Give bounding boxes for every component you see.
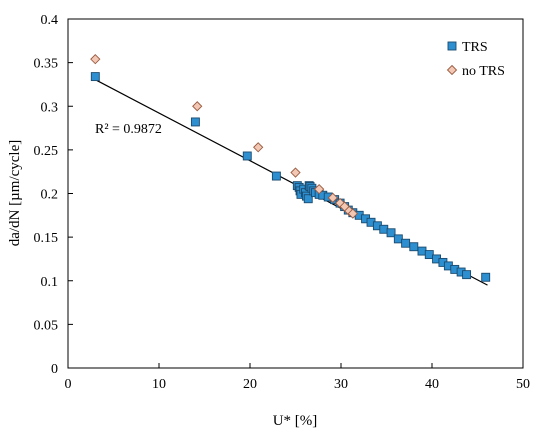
legend-marker-no-trs — [446, 64, 458, 76]
x-tick-label: 50 — [516, 377, 530, 392]
x-tick-label: 0 — [65, 377, 72, 392]
series-no-trs — [90, 53, 358, 219]
x-axis-label: U* [%] — [273, 413, 318, 429]
data-point-trs — [90, 72, 100, 82]
data-point-trs — [409, 242, 419, 252]
y-tick-label: 0.1 — [41, 275, 59, 290]
y-tick-label: 0.15 — [34, 231, 59, 246]
legend-item-no-trs: no TRS — [446, 64, 505, 79]
x-axis: 0 10 20 30 40 50 — [65, 363, 530, 392]
data-point-no-trs — [253, 142, 264, 153]
y-tick-label: 0.25 — [34, 144, 59, 159]
plot-area — [67, 18, 524, 369]
y-tick-label: 0.3 — [41, 100, 59, 115]
data-point-trs — [417, 246, 427, 256]
y-tick-label: 0.4 — [41, 13, 59, 28]
x-tick-label: 10 — [152, 377, 166, 392]
data-point-trs — [401, 238, 411, 248]
legend: TRS no TRS — [446, 40, 505, 79]
y-tick-label: 0 — [51, 362, 58, 377]
data-point-trs — [481, 272, 491, 282]
data-point-trs — [386, 228, 396, 238]
y-tick-label: 0.2 — [41, 188, 59, 203]
legend-label-trs: TRS — [462, 40, 488, 55]
data-point-trs — [271, 171, 281, 181]
data-point-trs — [393, 234, 403, 244]
data-point-no-trs — [90, 53, 101, 65]
x-tick-label: 30 — [334, 377, 348, 392]
y-tick-label: 0.35 — [34, 57, 59, 72]
series-layer — [90, 53, 491, 282]
y-axis-label: da/dN [µm/cycle] — [7, 140, 23, 247]
x-tick-label: 40 — [425, 377, 439, 392]
data-point-trs — [190, 117, 200, 127]
data-point-trs — [424, 250, 434, 260]
data-point-no-trs — [327, 192, 338, 203]
r-squared-annotation: R² = 0.9872 — [95, 122, 162, 137]
data-point-trs — [303, 194, 313, 204]
data-point-no-trs — [192, 101, 203, 112]
legend-item-trs: TRS — [447, 40, 488, 55]
legend-marker-trs — [447, 41, 457, 51]
x-tick-label: 20 — [243, 377, 257, 392]
y-tick-label: 0.05 — [34, 318, 59, 333]
data-point-trs — [462, 270, 472, 280]
y-axis: 0 0.05 0.1 0.15 0.2 0.25 0.3 0.35 0.4 — [34, 13, 73, 377]
data-point-no-trs — [290, 167, 301, 178]
data-point-no-trs — [347, 208, 358, 219]
legend-label-no-trs: no TRS — [462, 64, 505, 79]
data-point-trs — [242, 151, 252, 161]
data-point-trs — [379, 224, 389, 234]
data-point-no-trs — [314, 184, 325, 195]
